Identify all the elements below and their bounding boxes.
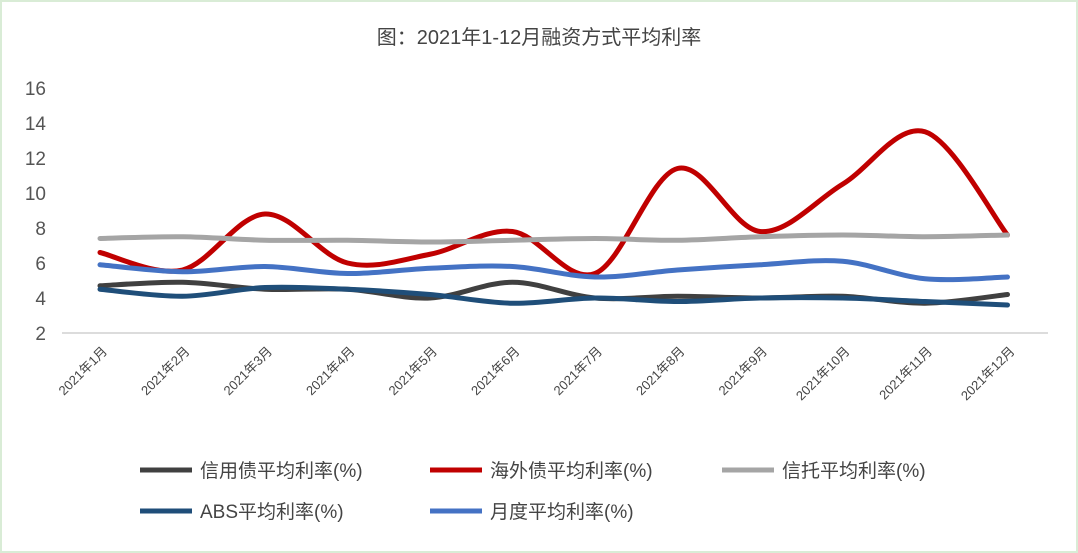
series-line-1: [97, 128, 1010, 278]
series-line-4: [97, 258, 1010, 283]
x-tick-label: 2021年3月: [221, 344, 276, 399]
y-tick-label: 14: [25, 114, 47, 135]
legend-item: 信托平均利率(%): [722, 460, 926, 482]
legend-label: 信用债平均利率(%): [200, 460, 363, 482]
legend-item: 月度平均利率(%): [430, 501, 634, 523]
legend-label: ABS平均利率(%): [200, 501, 344, 523]
x-tick-label: 2021年2月: [138, 344, 193, 399]
x-tick-label: 2021年4月: [303, 344, 358, 399]
x-tick-label: 2021年6月: [468, 344, 523, 399]
series-line-2: [97, 232, 1010, 245]
legend-item: 信用债平均利率(%): [140, 460, 363, 482]
legend-item: ABS平均利率(%): [140, 501, 344, 523]
y-tick-label: 4: [35, 289, 46, 310]
legend-label: 月度平均利率(%): [490, 501, 634, 523]
y-tick-label: 8: [35, 219, 46, 240]
y-tick-label: 6: [35, 254, 46, 275]
x-tick-label: 2021年11月: [876, 344, 935, 403]
x-tick-label: 2021年8月: [633, 344, 688, 399]
y-tick-label: 10: [25, 184, 46, 205]
y-tick-label: 12: [25, 149, 46, 170]
y-tick-label: 16: [25, 79, 46, 100]
x-tick-label: 2021年10月: [793, 344, 853, 404]
x-tick-label: 2021年5月: [386, 344, 441, 399]
x-tick-label: 2021年9月: [716, 344, 771, 399]
x-tick-label: 2021年12月: [958, 344, 1018, 404]
legend-item: 海外债平均利率(%): [430, 460, 653, 482]
x-tick-label: 2021年1月: [56, 344, 111, 399]
series-line-3: [97, 284, 1010, 308]
legend-label: 信托平均利率(%): [782, 460, 926, 482]
x-tick-label: 2021年7月: [551, 344, 606, 399]
chart-title: 图：2021年1-12月融资方式平均利率: [377, 26, 702, 49]
legend-label: 海外债平均利率(%): [490, 460, 653, 482]
y-tick-label: 2: [35, 324, 46, 345]
